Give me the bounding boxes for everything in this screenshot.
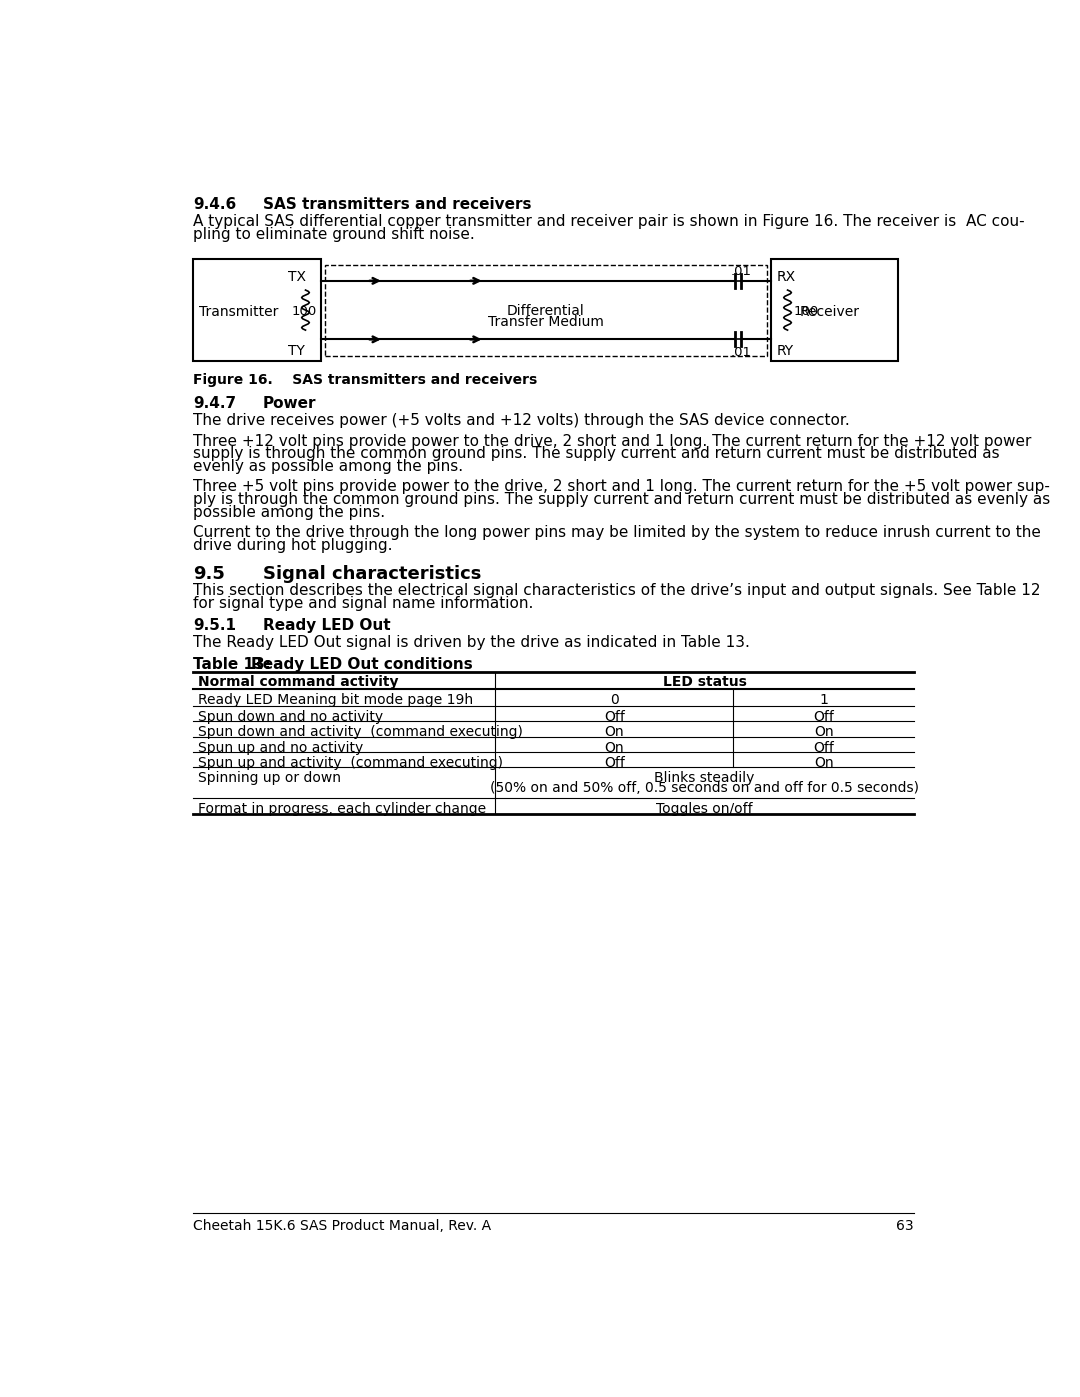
Text: 100: 100: [794, 306, 819, 319]
Text: On: On: [605, 725, 624, 739]
Text: 63: 63: [896, 1220, 914, 1234]
Text: drive during hot plugging.: drive during hot plugging.: [193, 538, 393, 553]
Text: Receiver: Receiver: [800, 306, 860, 320]
Text: 1: 1: [819, 693, 828, 707]
Text: Three +5 volt pins provide power to the drive, 2 short and 1 long. The current r: Three +5 volt pins provide power to the …: [193, 479, 1050, 495]
Text: .01: .01: [730, 345, 752, 359]
Text: Format in progress, each cylinder change: Format in progress, each cylinder change: [198, 802, 486, 816]
Text: 100: 100: [292, 306, 316, 319]
Text: Transmitter: Transmitter: [200, 306, 279, 320]
Text: SAS transmitters and receivers: SAS transmitters and receivers: [262, 197, 531, 212]
Text: ply is through the common ground pins. The supply current and return current mus: ply is through the common ground pins. T…: [193, 492, 1051, 507]
Text: Ready LED Meaning bit mode page 19h: Ready LED Meaning bit mode page 19h: [198, 693, 473, 707]
Text: RX: RX: [777, 270, 796, 284]
Text: 9.5.1: 9.5.1: [193, 617, 237, 633]
Text: .01: .01: [730, 265, 752, 278]
Text: Off: Off: [813, 740, 834, 754]
Text: possible among the pins.: possible among the pins.: [193, 504, 386, 520]
Text: 0: 0: [610, 693, 619, 707]
Text: Transfer Medium: Transfer Medium: [488, 314, 604, 328]
Text: Spun up and no activity: Spun up and no activity: [198, 740, 363, 754]
Bar: [325, 264, 767, 355]
Text: A typical SAS differential copper transmitter and receiver pair is shown in Figu: A typical SAS differential copper transm…: [193, 214, 1025, 229]
Text: This section describes the electrical signal characteristics of the drive’s inpu: This section describes the electrical si…: [193, 583, 1041, 598]
Text: Differential: Differential: [507, 305, 584, 319]
Bar: [770, 260, 899, 360]
Bar: [193, 260, 321, 360]
Text: TX: TX: [288, 270, 307, 284]
Text: Spun down and activity  (command executing): Spun down and activity (command executin…: [198, 725, 523, 739]
Text: Normal command activity: Normal command activity: [198, 675, 399, 689]
Text: On: On: [813, 756, 834, 770]
Text: (50% on and 50% off, 0.5 seconds on and off for 0.5 seconds): (50% on and 50% off, 0.5 seconds on and …: [490, 781, 919, 795]
Text: Cheetah 15K.6 SAS Product Manual, Rev. A: Cheetah 15K.6 SAS Product Manual, Rev. A: [193, 1220, 491, 1234]
Text: 9.5: 9.5: [193, 564, 225, 583]
Text: The Ready LED Out signal is driven by the drive as indicated in Table 13.: The Ready LED Out signal is driven by th…: [193, 634, 750, 650]
Text: Three +12 volt pins provide power to the drive, 2 short and 1 long. The current : Three +12 volt pins provide power to the…: [193, 433, 1031, 448]
Text: The drive receives power (+5 volts and +12 volts) through the SAS device connect: The drive receives power (+5 volts and +…: [193, 414, 850, 429]
Text: Power: Power: [262, 397, 316, 411]
Text: supply is through the common ground pins. The supply current and return current : supply is through the common ground pins…: [193, 447, 1000, 461]
Text: for signal type and signal name information.: for signal type and signal name informat…: [193, 595, 534, 610]
Text: Signal characteristics: Signal characteristics: [262, 564, 482, 583]
Text: Table 13:: Table 13:: [193, 657, 271, 672]
Text: pling to eliminate ground shift noise.: pling to eliminate ground shift noise.: [193, 226, 475, 242]
Text: Toggles on/off: Toggles on/off: [657, 802, 753, 816]
Text: LED status: LED status: [663, 675, 746, 689]
Text: evenly as possible among the pins.: evenly as possible among the pins.: [193, 460, 463, 474]
Text: Off: Off: [604, 710, 624, 724]
Text: Figure 16.    SAS transmitters and receivers: Figure 16. SAS transmitters and receiver…: [193, 373, 538, 387]
Text: Spun down and no activity: Spun down and no activity: [198, 710, 383, 724]
Text: Ready LED Out conditions: Ready LED Out conditions: [252, 657, 473, 672]
Text: Spinning up or down: Spinning up or down: [198, 771, 341, 785]
Text: Ready LED Out: Ready LED Out: [262, 617, 391, 633]
Text: Spun up and activity  (command executing): Spun up and activity (command executing): [198, 756, 503, 770]
Text: On: On: [605, 740, 624, 754]
Text: Off: Off: [604, 756, 624, 770]
Text: RY: RY: [777, 344, 794, 358]
Text: 9.4.7: 9.4.7: [193, 397, 237, 411]
Text: Off: Off: [813, 710, 834, 724]
Text: 9.4.6: 9.4.6: [193, 197, 237, 212]
Text: TY: TY: [288, 344, 306, 358]
Text: Blinks steadily: Blinks steadily: [654, 771, 755, 785]
Text: Current to the drive through the long power pins may be limited by the system to: Current to the drive through the long po…: [193, 525, 1041, 541]
Text: On: On: [813, 725, 834, 739]
